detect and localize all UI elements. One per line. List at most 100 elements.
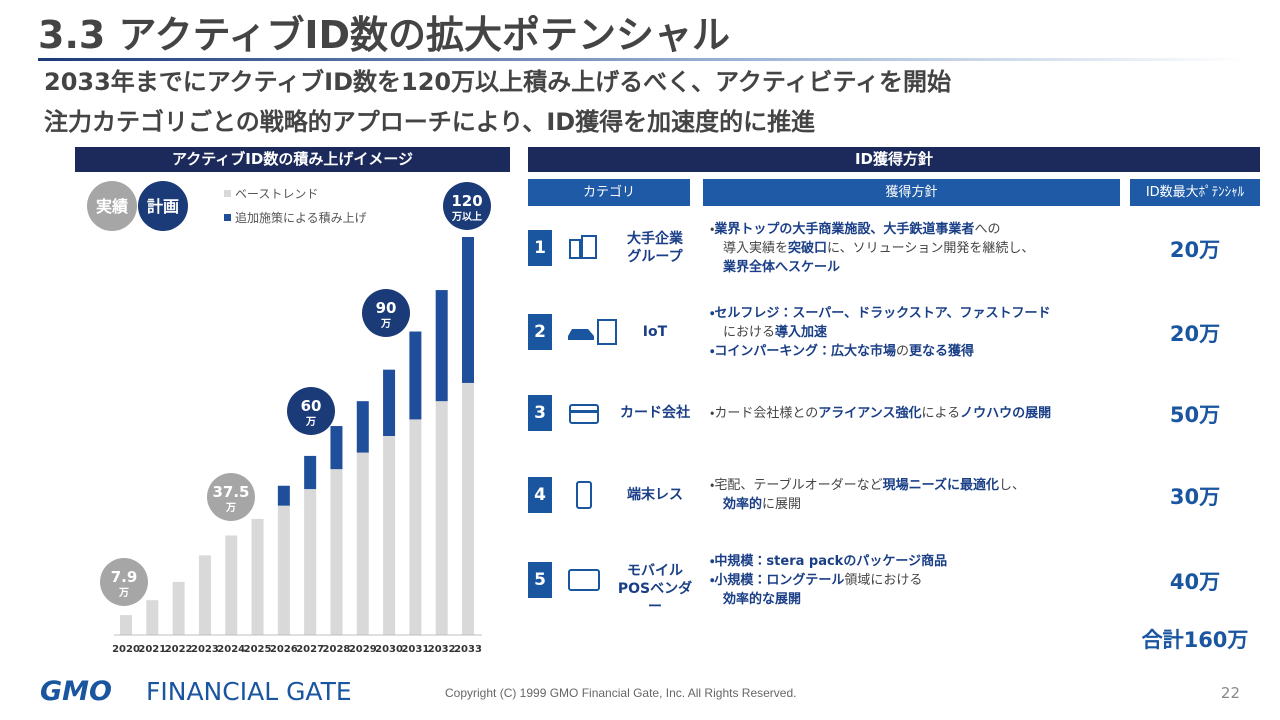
policy-line: 効率的に展開 — [710, 495, 1120, 514]
policy-line: ・コインパーキング：広大な市場の更なる獲得 — [710, 342, 1120, 361]
category-line: 大手企業 — [627, 231, 683, 247]
row-category: カード会社 — [615, 404, 695, 422]
bar-segment — [251, 518, 264, 635]
row-policy: ・カード会社様とのアライアンス強化によるノウハウの展開 — [710, 404, 1120, 423]
policy-text: への — [974, 221, 1001, 237]
policy-text: に展開 — [762, 497, 802, 512]
bar-segment — [383, 369, 396, 436]
category-line: POSベンダー — [617, 581, 693, 615]
title-rule — [38, 58, 1248, 61]
policy-line: ・小規模：ロングテール領域における — [710, 571, 1120, 590]
x-tick-label: 2029 — [349, 644, 377, 655]
annotation-unit: 万 — [380, 318, 391, 330]
annotation-bubble — [362, 289, 410, 337]
chart: 実績 計画ベーストレンド追加施策による積み上げ202020212022202320… — [87, 181, 491, 655]
policy-line: ・宅配、テーブルオーダーなど現場ニーズに最適化し、 — [710, 476, 1120, 495]
row-policy: ・セルフレジ：スーパー、ドラックストア、ファストフードにおける導入加速 ・コインパ… — [710, 304, 1120, 361]
bar-segment — [198, 555, 211, 635]
bar-segment — [330, 469, 343, 635]
policy-line: ・カード会社様とのアライアンス強化によるノウハウの展開 — [710, 404, 1120, 423]
annotation-bubble — [443, 182, 491, 230]
policy-text: ・セルフレジ：スーパー、ドラックストア、ファストフード — [710, 305, 1051, 321]
x-tick-label: 2022 — [165, 644, 193, 655]
row-icon — [568, 569, 600, 591]
policy-text: 更なる獲得 — [909, 343, 975, 359]
policy-text: 業界全体へスケール — [723, 259, 841, 275]
page-number: 22 — [1220, 684, 1240, 702]
x-tick-label: 2024 — [217, 644, 245, 655]
row-number: 5 — [528, 562, 552, 598]
row-category: IoT — [615, 323, 695, 341]
badge-label: 計画 — [147, 197, 179, 216]
x-tick-label: 2021 — [138, 644, 166, 655]
annotation-value: 60 — [301, 397, 322, 415]
bar-segment — [356, 401, 369, 453]
x-tick-label: 2020 — [112, 644, 140, 655]
legend-swatch — [224, 190, 231, 197]
policy-line: における導入加速 — [710, 323, 1120, 342]
bar-segment — [277, 485, 290, 506]
category-line: グループ — [627, 249, 683, 265]
column-header: カテゴリ — [528, 179, 690, 206]
x-tick-label: 2028 — [323, 644, 351, 655]
bar-segment — [409, 331, 422, 420]
policy-text: 導入実績を — [723, 240, 789, 256]
bar-segment — [435, 401, 448, 635]
bar-segment — [462, 237, 474, 383]
annotation-unit: 万 — [118, 587, 129, 599]
bar-segment — [225, 535, 238, 635]
bar-segment — [277, 505, 290, 635]
category-line: 端末レス — [627, 487, 683, 503]
category-line: モバイル — [627, 563, 683, 579]
legend-swatch — [224, 214, 231, 221]
badge-label: 実績 — [96, 197, 129, 216]
annotation-bubble — [207, 473, 255, 521]
row-category: モバイル POSベンダー — [615, 562, 695, 616]
bar-segment — [409, 419, 422, 635]
logo-mark: GMO — [40, 676, 112, 707]
category-line: カード会社 — [620, 405, 690, 421]
policy-text: ・ — [710, 221, 715, 237]
bar-segment — [304, 489, 317, 635]
policy-line: 業界全体へスケール — [710, 258, 1120, 277]
row-potential: 50万 — [1169, 403, 1221, 427]
row-policy: ・業界トップの大手商業施設、大手鉄道事業者への 導入実績を突破口に、ソリューション… — [710, 220, 1120, 277]
annotation-bubble — [287, 387, 335, 435]
annotation-unit: 万 — [225, 502, 236, 514]
row-number: 1 — [528, 230, 552, 266]
row-number: 4 — [528, 477, 552, 513]
bar-segment — [462, 382, 474, 635]
row-potential: 30万 — [1169, 485, 1221, 509]
policy-text: ノウハウの展開 — [960, 405, 1052, 421]
policy-text: の — [896, 343, 910, 359]
column-header: ID数最大ﾎﾟﾃﾝｼｬﾙ — [1130, 179, 1260, 206]
policy-line: ・セルフレジ：スーパー、ドラックストア、ファストフード — [710, 304, 1120, 323]
bar-segment — [356, 452, 369, 635]
policy-line: ・業界トップの大手商業施設、大手鉄道事業者への — [710, 220, 1120, 239]
x-tick-label: 2027 — [296, 644, 324, 655]
chart-heading: アクティブID数の積み上げイメージ — [75, 147, 510, 172]
subtitle: 2033年までにアクティブID数を120万以上積み上げるべく、アクティビティを開… — [44, 68, 952, 96]
x-tick-label: 2031 — [401, 644, 429, 655]
policy-text: アライアンス強化 — [818, 405, 922, 421]
policy-text: による — [921, 405, 961, 421]
row-number: 3 — [528, 395, 552, 431]
row-icon — [576, 481, 592, 509]
legend-label: ベーストレンド — [235, 187, 318, 201]
x-tick-label: 2023 — [191, 644, 219, 655]
policy-text: 領域における — [844, 572, 923, 588]
policy-text: ・小規模：ロングテール — [710, 572, 845, 588]
x-tick-label: 2026 — [270, 644, 298, 655]
row-category: 端末レス — [615, 486, 695, 504]
policy-text: ・コインパーキング：広大な市場 — [710, 343, 897, 359]
table-total: 合計160万 — [1141, 628, 1249, 652]
policy-line: ・中規模：stera packのパッケージ商品 — [710, 552, 1120, 571]
legend-label: 追加施策による積み上げ — [235, 210, 367, 225]
annotation-value: 7.9 — [111, 568, 138, 586]
row-number: 2 — [528, 314, 552, 350]
policy-text: に、ソリューション開発を継続し、 — [827, 240, 1035, 256]
policy-text: 効率的な展開 — [723, 591, 802, 607]
annotation-unit: 万 — [305, 416, 316, 428]
slide-title: 3.3 アクティブID数の拡大ポテンシャル — [38, 13, 731, 57]
